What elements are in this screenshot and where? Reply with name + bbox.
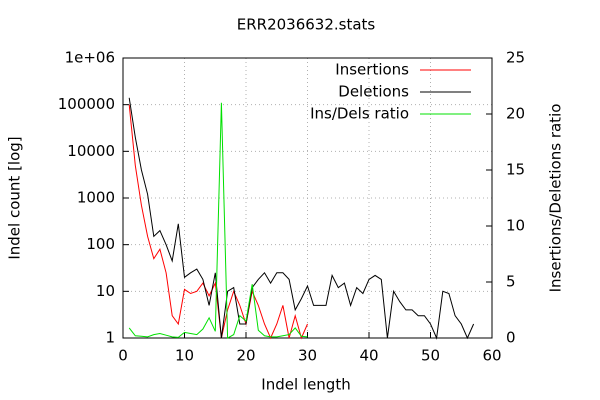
x-tick-label: 20 bbox=[236, 347, 255, 365]
legend-label: Insertions bbox=[335, 61, 409, 79]
legend-label: Deletions bbox=[338, 83, 409, 101]
y2-tick-label: 0 bbox=[506, 329, 516, 347]
x-tick-label: 30 bbox=[298, 347, 317, 365]
y2-tick-label: 20 bbox=[506, 105, 525, 123]
x-axis-label: Indel length bbox=[261, 376, 350, 394]
y-tick-label: 1 bbox=[105, 329, 115, 347]
y-tick-label: 100 bbox=[86, 235, 115, 253]
y-tick-label: 10 bbox=[96, 282, 115, 300]
x-tick-label: 50 bbox=[421, 347, 440, 365]
y-tick-label: 1000 bbox=[77, 189, 115, 207]
chart-title: ERR2036632.stats bbox=[237, 16, 376, 34]
x-tick-label: 60 bbox=[482, 347, 501, 365]
y2-tick-label: 15 bbox=[506, 161, 525, 179]
y2-axis-label: Insertions/Deletions ratio bbox=[547, 104, 565, 293]
y2-tick-label: 10 bbox=[506, 217, 525, 235]
y2-tick-label: 5 bbox=[506, 273, 516, 291]
x-tick-label: 10 bbox=[175, 347, 194, 365]
series-line bbox=[128, 102, 308, 339]
y-tick-label: 100000 bbox=[58, 95, 115, 113]
y-tick-label: 10000 bbox=[67, 142, 115, 160]
x-tick-label: 0 bbox=[118, 347, 128, 365]
legend-label: Ins/Dels ratio bbox=[310, 105, 409, 123]
plot-frame bbox=[122, 57, 493, 339]
series-line bbox=[128, 97, 475, 340]
y2-tick-label: 25 bbox=[506, 49, 525, 67]
x-tick-label: 40 bbox=[359, 347, 378, 365]
y-tick-label: 1e+06 bbox=[65, 49, 115, 67]
y-axis-label: Indel count [log] bbox=[6, 136, 24, 259]
